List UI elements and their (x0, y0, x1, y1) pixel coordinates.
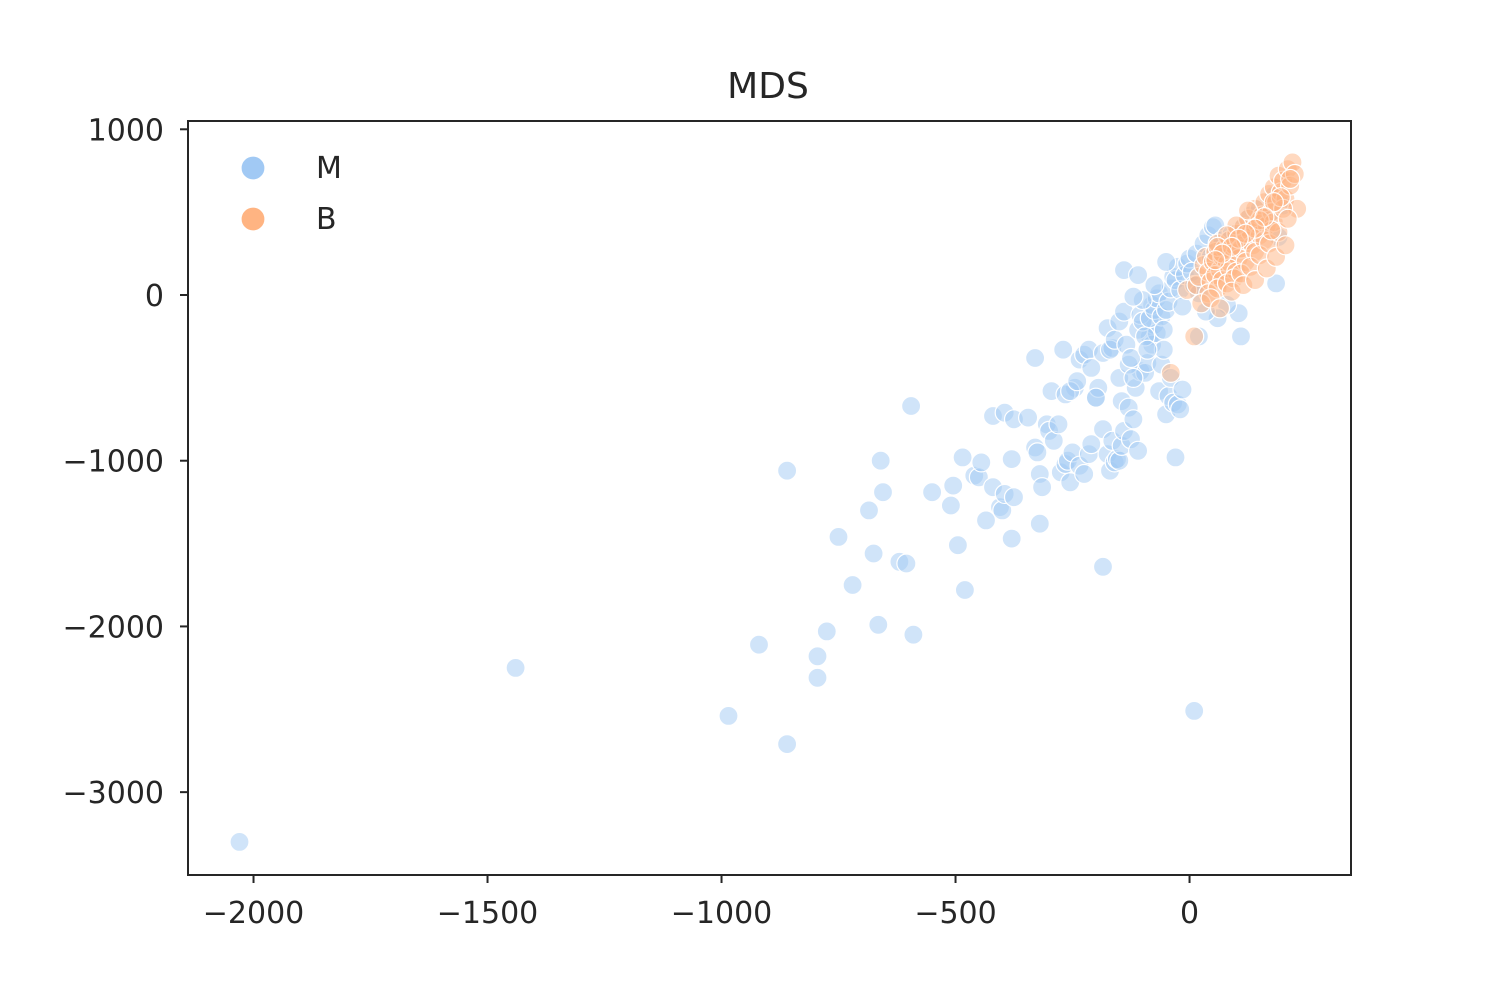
data-point-M (1144, 275, 1165, 296)
data-point-M (1120, 347, 1142, 369)
data-point-M (1123, 286, 1144, 307)
y-tick-label: −3000 (63, 776, 164, 811)
chart-title: MDS (727, 66, 809, 107)
data-point-M (842, 574, 863, 596)
data-point-M (1184, 700, 1205, 722)
data-point-M (872, 482, 894, 503)
data-point-M (748, 634, 770, 655)
data-point-M (940, 495, 962, 516)
data-point-B (1209, 298, 1231, 319)
data-point-B (1280, 168, 1301, 190)
data-point-M (1027, 442, 1048, 463)
legend-marker-M (240, 155, 266, 181)
data-point-M (1127, 440, 1149, 461)
data-point-M (1153, 319, 1174, 340)
data-point-M (816, 621, 837, 642)
data-point-M (1053, 339, 1074, 360)
data-point-M (1031, 477, 1053, 498)
data-point-B (1184, 326, 1205, 347)
data-point-B (1205, 250, 1226, 271)
plot-frame (187, 120, 1352, 876)
data-point-M (1265, 273, 1287, 294)
data-point-M (1172, 296, 1193, 317)
data-point-M (1067, 371, 1088, 392)
y-tick-label: −1000 (63, 445, 164, 480)
data-point-M (1165, 447, 1186, 468)
legend-label-B: B (316, 202, 337, 237)
data-point-M (1081, 357, 1102, 378)
y-tick-label: 0 (145, 279, 164, 314)
data-point-M (1001, 449, 1022, 470)
data-point-B (1275, 235, 1296, 256)
data-point-M (868, 614, 889, 635)
data-point-M (1155, 251, 1177, 272)
data-point-M (1085, 387, 1107, 408)
data-point-M (858, 500, 880, 521)
data-point-M (807, 646, 828, 667)
x-axis: −2000 −1500 −1000 −500 0 (203, 875, 1199, 931)
x-tick-label: −500 (914, 896, 996, 931)
data-point-M (1003, 487, 1025, 508)
x-tick-label: −2000 (203, 896, 304, 931)
data-point-M (943, 475, 964, 496)
data-point-M (1024, 347, 1046, 369)
data-point-B (1160, 362, 1181, 383)
data-point-M (1081, 434, 1102, 455)
data-point-M (947, 535, 969, 556)
series-M (229, 185, 1294, 853)
data-point-M (1123, 367, 1144, 388)
x-tick-label: 0 (1180, 896, 1199, 931)
data-point-M (1017, 407, 1039, 428)
data-point-M (1127, 265, 1149, 286)
y-axis: 1000 0 −1000 −2000 −3000 (63, 113, 188, 811)
x-tick-label: −1500 (437, 896, 538, 931)
data-point-M (1137, 339, 1158, 360)
data-point-M (718, 705, 739, 727)
data-point-M (863, 543, 884, 564)
x-tick-label: −1000 (671, 896, 772, 931)
y-tick-label: −2000 (63, 610, 164, 645)
data-point-M (952, 447, 973, 468)
data-point-M (1172, 379, 1193, 400)
data-point-M (807, 667, 828, 688)
legend-label-M: M (316, 151, 342, 186)
series-B (1160, 152, 1308, 383)
data-point-M (1048, 414, 1069, 435)
data-point-M (1001, 528, 1022, 549)
data-point-M (1029, 513, 1050, 534)
data-point-M (1123, 409, 1144, 430)
data-point-B (1277, 208, 1298, 229)
data-point-M (776, 460, 798, 481)
data-point-M (1074, 463, 1095, 485)
data-point-M (975, 510, 997, 531)
data-point-M (954, 579, 976, 601)
data-point-B (1263, 192, 1284, 213)
data-point-M (900, 395, 922, 417)
points-layer (229, 152, 1308, 853)
data-point-M (903, 624, 924, 645)
data-point-M (870, 450, 891, 471)
data-point-M (229, 831, 250, 853)
data-point-M (921, 482, 943, 503)
data-point-M (776, 733, 798, 755)
legend-marker-B (240, 206, 266, 232)
data-point-M (1092, 556, 1114, 577)
data-point-M (505, 657, 526, 679)
data-point-M (971, 452, 992, 473)
data-point-M (1230, 326, 1252, 347)
y-tick-label: 1000 (88, 113, 164, 148)
legend: MB (240, 151, 342, 237)
data-point-M (896, 553, 917, 574)
data-point-M (1170, 399, 1191, 420)
data-point-M (828, 526, 849, 548)
